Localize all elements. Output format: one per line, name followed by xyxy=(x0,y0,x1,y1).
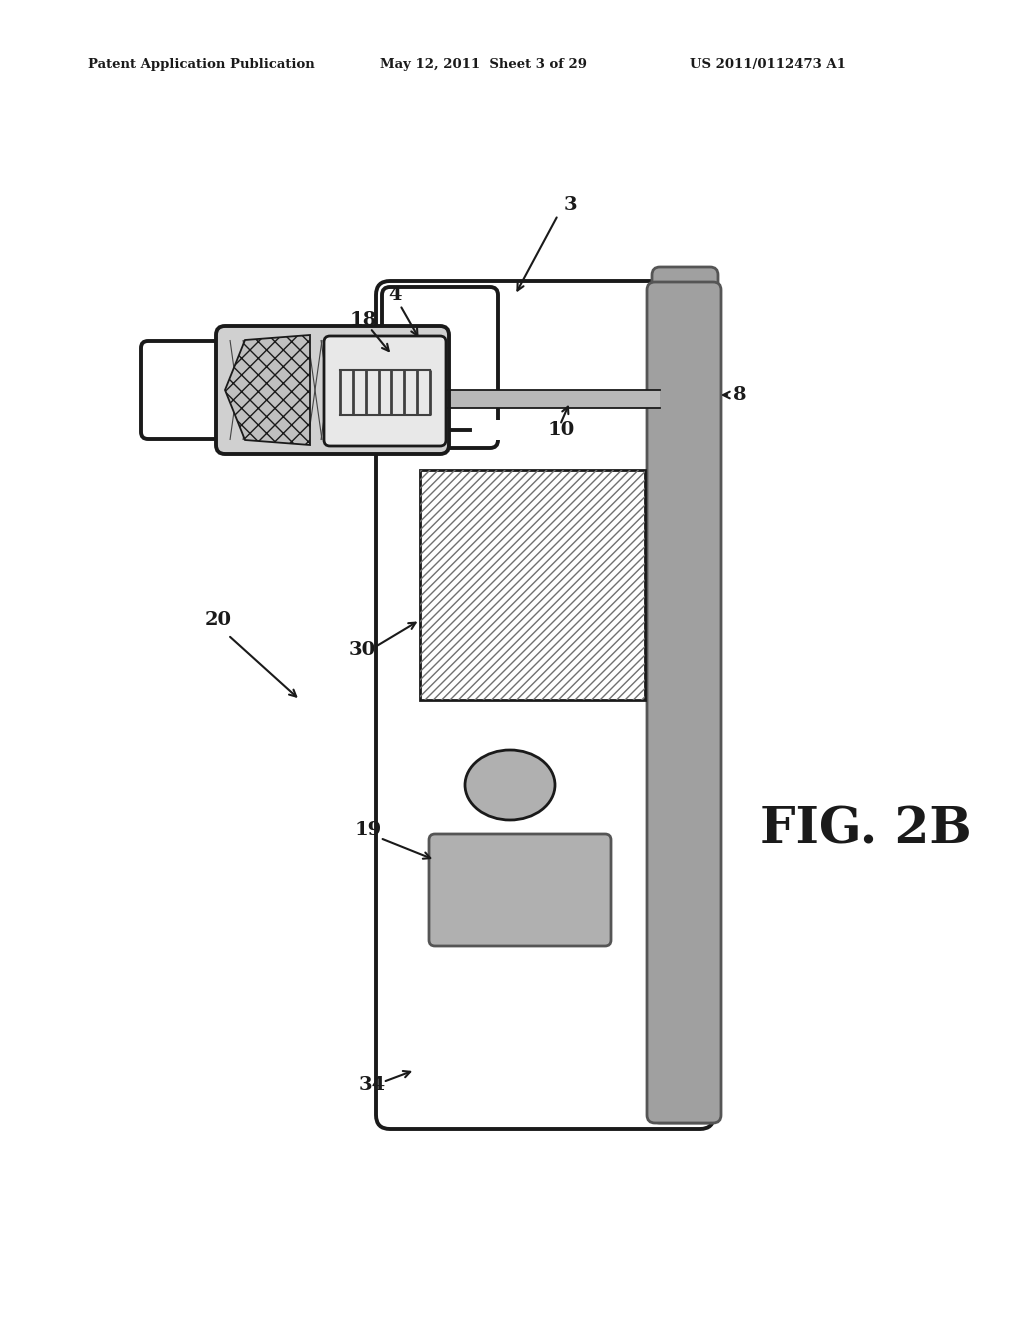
Text: 30: 30 xyxy=(348,642,376,659)
FancyBboxPatch shape xyxy=(141,341,262,440)
Text: 3: 3 xyxy=(563,195,577,214)
FancyBboxPatch shape xyxy=(429,834,611,946)
Bar xyxy=(435,389,660,408)
Ellipse shape xyxy=(465,750,555,820)
Polygon shape xyxy=(225,335,310,445)
Bar xyxy=(390,420,700,440)
FancyBboxPatch shape xyxy=(216,326,449,454)
Text: FIG. 2B: FIG. 2B xyxy=(760,805,972,854)
Text: 19: 19 xyxy=(354,821,382,840)
FancyBboxPatch shape xyxy=(324,337,446,446)
Bar xyxy=(420,470,645,700)
Bar xyxy=(420,470,645,700)
Text: 10: 10 xyxy=(548,421,575,440)
Text: 8: 8 xyxy=(733,385,746,404)
Text: Patent Application Publication: Patent Application Publication xyxy=(88,58,314,71)
Text: 20: 20 xyxy=(205,611,231,630)
FancyBboxPatch shape xyxy=(376,281,714,1129)
FancyBboxPatch shape xyxy=(652,267,718,1123)
Text: 34: 34 xyxy=(358,1076,386,1094)
Text: 4: 4 xyxy=(388,286,401,304)
FancyBboxPatch shape xyxy=(647,282,721,1123)
Text: May 12, 2011  Sheet 3 of 29: May 12, 2011 Sheet 3 of 29 xyxy=(380,58,587,71)
FancyBboxPatch shape xyxy=(382,286,498,447)
Text: 18: 18 xyxy=(349,312,377,329)
Text: US 2011/0112473 A1: US 2011/0112473 A1 xyxy=(690,58,846,71)
